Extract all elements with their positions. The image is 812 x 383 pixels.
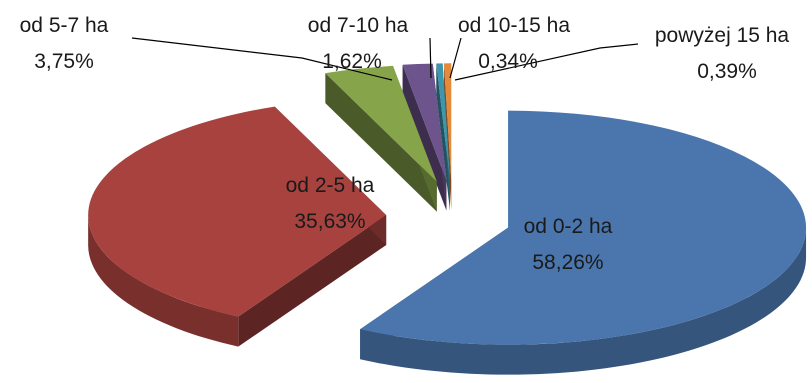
leader-lines [131,37,639,81]
slice-label-value-5: 0,39% [697,60,757,83]
pie-slice-0 [360,110,807,375]
pie-slice-0-top [360,110,807,345]
slice-label-name-3: od 7-10 ha [308,14,409,37]
pie-slice-1-rim [88,215,239,347]
pie-slice-5-top [443,63,452,181]
pie-slice-2 [325,65,437,212]
slice-label-value-4: 0,34% [478,50,538,73]
pie-slice-1-top [88,106,387,317]
pie-slices [88,63,807,375]
pie-slice-4-wall-0 [436,63,450,211]
pie-slice-3-top [402,63,447,181]
pie-slice-0-rim [360,227,807,375]
slice-label-value-2: 3,75% [34,50,94,73]
leader-line-0 [131,37,393,81]
slice-label-value-0: 58,26% [532,251,603,274]
leader-line-1 [429,37,432,79]
pie-slice-1 [88,106,387,347]
slice-label-name-1: od 2-5 ha [286,174,375,197]
slice-label-name-5: powyżej 15 ha [655,24,790,47]
slice-label-value-3: 1,62% [322,50,382,73]
pie-slice-3-wall-0 [402,64,447,211]
pie-slice-4-top [436,63,450,181]
pie-slice-2-wall-0 [325,73,437,212]
slice-label-name-2: od 5-7 ha [20,14,109,37]
slice-label-value-1: 35,63% [294,210,365,233]
pie-slice-1-wall-0 [238,215,387,347]
pie-slice-4 [436,63,450,211]
pie-slice-2-top [325,65,437,182]
leader-line-3 [454,43,639,81]
slice-label-name-4: od 10-15 ha [458,14,570,37]
leader-line-2 [449,37,462,79]
slice-label-name-0: od 0-2 ha [524,215,613,238]
pie-slice-3 [402,63,447,211]
